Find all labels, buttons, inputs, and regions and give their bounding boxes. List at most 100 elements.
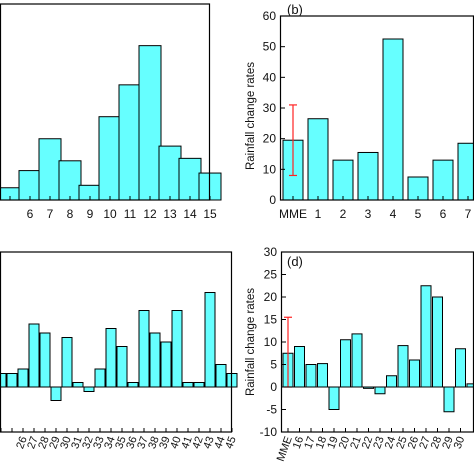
- bar-c-36: [127, 382, 139, 388]
- x-tick-label: MME: [275, 435, 295, 463]
- panel-label: (d): [287, 254, 303, 269]
- y-tick-label: 30: [263, 101, 277, 115]
- y-tick-label: 20: [264, 290, 278, 304]
- x-tick-label: 24: [383, 435, 398, 451]
- bar-d-20: [340, 339, 351, 388]
- y-tick-label: -10: [260, 425, 278, 439]
- bar-c-42: [193, 382, 205, 388]
- plot-frame-c: [0, 251, 233, 433]
- bar-c-43: [204, 292, 216, 388]
- x-tick-label: 1: [315, 207, 322, 221]
- bar-d-25: [397, 345, 409, 388]
- bar-c-40: [171, 310, 183, 388]
- bar-d-17: [305, 364, 317, 388]
- bar-d-29: [443, 386, 455, 413]
- x-tick-label: 3: [365, 207, 372, 221]
- x-tick-label: MME: [279, 207, 307, 221]
- y-axis-d: -10 -5 0 5 10 15 20 25 30: [260, 245, 286, 439]
- x-tick-label: 27: [417, 435, 432, 451]
- x-tick-label: 26: [14, 435, 29, 451]
- bar-c-38: [149, 332, 161, 388]
- x-tick-label: 4: [390, 207, 397, 221]
- y-tick-label: 25: [264, 268, 278, 282]
- x-tick-label: 28: [429, 435, 444, 451]
- bar-a-10: [98, 116, 122, 201]
- error-bar-b: [289, 104, 297, 177]
- x-tick-label: 5: [415, 207, 422, 221]
- x-tick-label: 2: [340, 207, 347, 221]
- x-tick-label: 22: [360, 435, 375, 451]
- x-tick-label: 29: [440, 435, 455, 451]
- x-tick-label: 27: [25, 435, 40, 451]
- x-tick-label: 20: [337, 435, 352, 451]
- x-tick-label: 23: [371, 435, 386, 451]
- x-tick-label: 40: [168, 435, 183, 451]
- bar-c-26: [17, 368, 29, 388]
- bar-b-4: [382, 38, 404, 201]
- x-tick-label: 9: [87, 207, 94, 221]
- x-tick-label: 19: [325, 435, 340, 451]
- panel-label: (b): [287, 2, 303, 17]
- y-tick-label: 0: [270, 380, 277, 394]
- y-axis-b: 0 10 20 30 40 50 60: [263, 9, 285, 207]
- bar-d-26: [409, 359, 420, 388]
- x-tick-label: 11: [124, 207, 137, 221]
- y-tick-label: 10: [264, 335, 278, 349]
- bar-c-28: [39, 332, 51, 388]
- bar-c-34: [105, 328, 117, 388]
- panel-a-chart: 6 7 8 9 10 11 12 13 14 15: [0, 3, 222, 221]
- y-tick-label: 0: [269, 193, 276, 207]
- bar-a-6: [18, 170, 42, 201]
- bar-c-35: [116, 346, 128, 388]
- x-tick-label: 13: [163, 207, 177, 221]
- x-tick-label: 10: [103, 207, 117, 221]
- x-tick-label: 32: [80, 435, 95, 451]
- bar-b-1: [307, 118, 329, 201]
- bar-d-28: [432, 296, 443, 388]
- bar-d-30: [455, 348, 466, 388]
- x-tick-label: 15: [203, 207, 217, 221]
- x-tick-marks-c: [0, 428, 233, 432]
- x-tick-label: 21: [348, 435, 363, 451]
- x-tick-label: 45: [223, 435, 238, 451]
- bar-a-8: [58, 160, 82, 201]
- x-tick-label: 42: [190, 435, 205, 451]
- x-tick-label: 17: [302, 435, 317, 451]
- y-tick-label: -5: [266, 403, 277, 417]
- x-tick-label: 25: [394, 435, 409, 451]
- bar-a-12: [138, 45, 162, 201]
- bar-c-30: [61, 337, 73, 388]
- x-tick-label: 26: [406, 435, 421, 451]
- x-axis-labels-a: 6 7 8 9 10 11 12 13 14 15: [27, 207, 217, 221]
- x-tick-label: 28: [36, 435, 51, 451]
- x-tick-label: 8: [67, 207, 74, 221]
- x-tick-label: 44: [212, 435, 227, 451]
- y-tick-label: 60: [263, 9, 277, 23]
- bar-a-7: [38, 138, 62, 201]
- x-tick-label: 37: [135, 435, 150, 451]
- bar-a-11: [118, 84, 142, 201]
- bar-d-21: [351, 333, 363, 388]
- bar-c-41: [182, 382, 194, 388]
- x-tick-label: 18: [314, 435, 329, 451]
- bar-c-33: [94, 368, 106, 388]
- bar-d-23: [374, 386, 386, 395]
- x-tick-label: 39: [157, 435, 172, 451]
- x-tick-label: 7: [47, 207, 54, 221]
- bar-c-39: [160, 341, 172, 388]
- x-tick-label: 6: [27, 207, 34, 221]
- x-tick-marks-d: [287, 428, 461, 432]
- x-tick-marks-a: [9, 196, 211, 200]
- bar-c-32: [83, 386, 95, 392]
- y-axis-title: Rainfall change rates: [245, 288, 257, 396]
- x-tick-label: 41: [179, 435, 194, 451]
- x-tick-label: 34: [102, 435, 117, 451]
- x-axis-labels-b: MME12345678: [279, 207, 472, 221]
- bar-c-29: [50, 386, 62, 401]
- bar-d-19: [328, 386, 340, 410]
- x-tick-label: 14: [183, 207, 197, 221]
- x-tick-label: 38: [146, 435, 161, 451]
